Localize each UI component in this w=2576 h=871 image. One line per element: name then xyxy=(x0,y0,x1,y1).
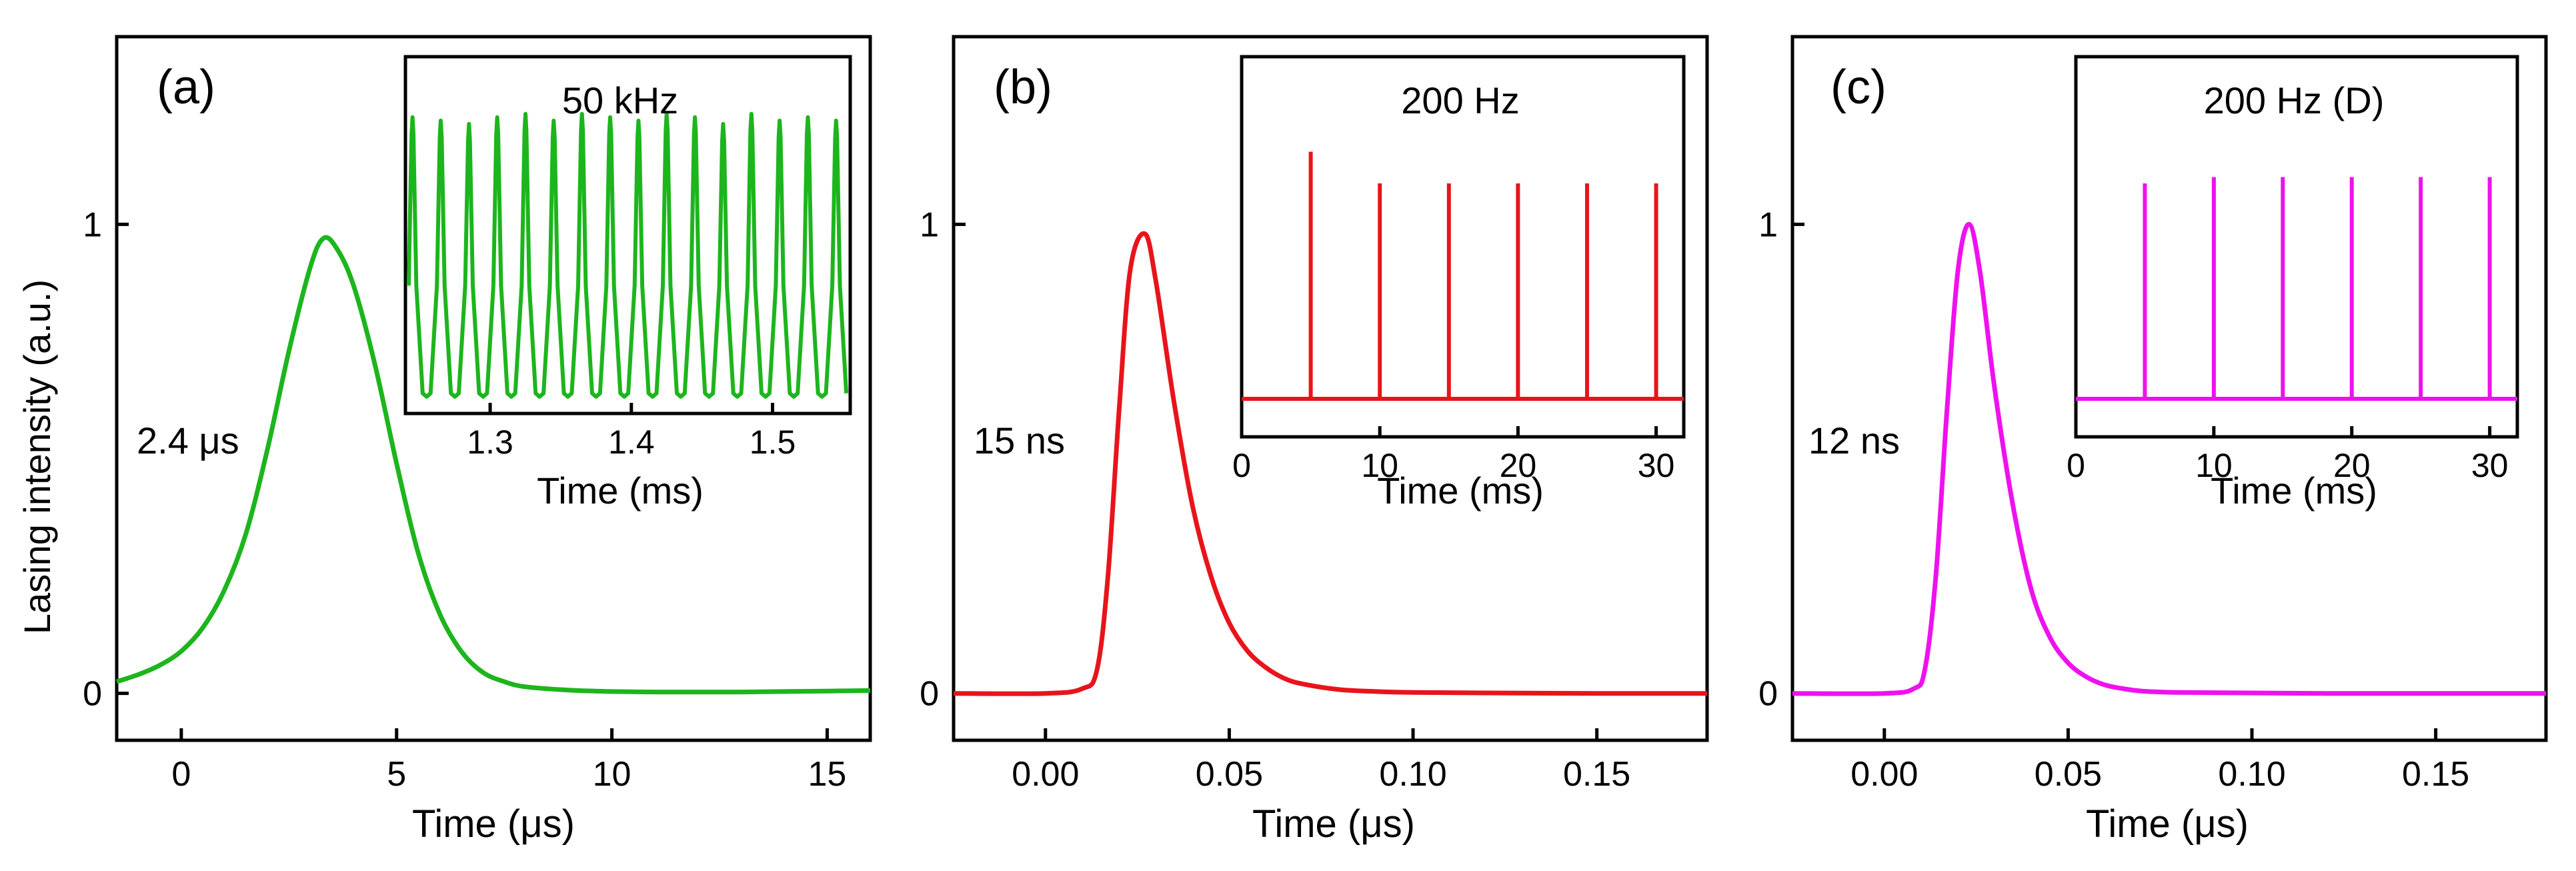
panel-c: 0.00 0.05 0.10 0.15 01 (c) 12 ns Time (μs) … xyxy=(1758,35,2548,846)
inset-x-ticks: 0 10 20 30 xyxy=(1232,426,1674,484)
x-tick-label: 0.00 xyxy=(1012,755,1079,794)
x-tick-label: 10 xyxy=(593,755,631,794)
inset-x-axis-label: Time (ms) xyxy=(1377,470,1544,512)
inset-x-tick-label: 10 xyxy=(1361,447,1398,484)
panel-a: 0 5 10 15 01 (a) 2.4 μs Time (μs) 1.3 1.4 1.5… xyxy=(83,35,872,846)
pulse-curve xyxy=(115,235,871,695)
x-tick-label: 0.15 xyxy=(1563,755,1630,794)
x-tick-label: 5 xyxy=(387,755,406,794)
y-axis-label: Lasing intensity (a.u.) xyxy=(16,279,58,634)
inset-x-tick-label: 20 xyxy=(1500,447,1537,484)
panel-label: (c) xyxy=(1830,61,1886,114)
x-tick-label: 0 xyxy=(171,755,191,794)
pulse-width-annotation: 15 ns xyxy=(974,419,1065,462)
x-axis-label: Time (μs) xyxy=(412,802,575,846)
inset-x-tick-label: 1.5 xyxy=(750,423,796,461)
inset-pulses xyxy=(1242,151,1684,401)
pulse-width-annotation: 12 ns xyxy=(1808,419,1900,462)
x-ticks: 0.00 0.05 0.10 0.15 xyxy=(1012,728,1630,794)
panel-b: 0.00 0.05 0.10 0.15 01 (b) 15 ns Time (μs) … xyxy=(920,35,1709,846)
inset-x-tick-label: 0 xyxy=(1232,447,1251,484)
pulse-width-annotation: 2.4 μs xyxy=(137,419,239,462)
inset: 0 10 20 30 200 Hz (D) Time (ms) xyxy=(2067,55,2519,512)
y-ticks: 01 xyxy=(1758,205,1804,714)
y-tick-label: 0 xyxy=(1758,675,1778,714)
x-tick-label: 0.10 xyxy=(1379,755,1446,794)
inset-x-axis-label: Time (ms) xyxy=(2211,470,2377,512)
inset-frame xyxy=(1240,55,1686,439)
x-tick-label: 0.05 xyxy=(2035,755,2102,794)
y-tick-label: 1 xyxy=(1758,205,1778,244)
panel-label: (b) xyxy=(994,61,1052,114)
panel-label: (a) xyxy=(157,61,215,114)
x-axis-label: Time (μs) xyxy=(2086,802,2249,846)
inset-x-tick-label: 0 xyxy=(2067,447,2085,484)
x-tick-label: 0.05 xyxy=(1196,755,1263,794)
x-ticks: 0 5 10 15 xyxy=(171,728,846,794)
pulse-curve xyxy=(1792,221,2546,696)
inset-x-tick-label: 30 xyxy=(1638,447,1675,484)
inset-x-tick-label: 1.3 xyxy=(467,423,513,461)
x-tick-label: 0.10 xyxy=(2218,755,2285,794)
x-axis-label: Time (μs) xyxy=(1252,802,1415,846)
inset-x-tick-label: 10 xyxy=(2195,447,2233,484)
y-ticks: 01 xyxy=(920,205,966,714)
y-tick-label: 1 xyxy=(83,205,102,244)
inset-title: 200 Hz xyxy=(1401,79,1519,121)
y-tick-label: 0 xyxy=(920,675,939,714)
pulse-curve xyxy=(953,231,1708,696)
plot-frame xyxy=(115,35,872,742)
inset-pulse-train xyxy=(406,111,849,399)
plot-frame xyxy=(952,35,1709,742)
x-tick-label: 0.15 xyxy=(2402,755,2469,794)
inset-title: 50 kHz xyxy=(562,79,678,121)
inset-x-ticks: 0 10 20 30 xyxy=(2067,426,2508,484)
inset-x-ticks: 1.3 1.4 1.5 xyxy=(467,403,796,461)
inset-x-tick-label: 20 xyxy=(2333,447,2371,484)
inset-x-tick-label: 1.4 xyxy=(608,423,655,461)
inset-frame xyxy=(2074,55,2519,439)
inset-title: 200 Hz (D) xyxy=(2204,79,2385,121)
x-tick-label: 0.00 xyxy=(1850,755,1918,794)
plot-frame xyxy=(1790,35,2548,742)
y-tick-label: 0 xyxy=(83,675,102,714)
inset-pulses xyxy=(406,111,849,399)
inset-pulses xyxy=(2076,177,2517,401)
inset-x-tick-label: 30 xyxy=(2471,447,2509,484)
y-tick-label: 1 xyxy=(920,205,939,244)
inset-x-axis-label: Time (ms) xyxy=(537,470,704,512)
inset: 1.3 1.4 1.5 50 kHz Time (ms) xyxy=(403,55,852,512)
inset: 0 10 20 30 200 Hz Time (ms) xyxy=(1232,55,1686,512)
y-ticks: 01 xyxy=(83,205,129,714)
x-tick-label: 15 xyxy=(808,755,847,794)
x-ticks: 0.00 0.05 0.10 0.15 xyxy=(1850,728,2469,794)
